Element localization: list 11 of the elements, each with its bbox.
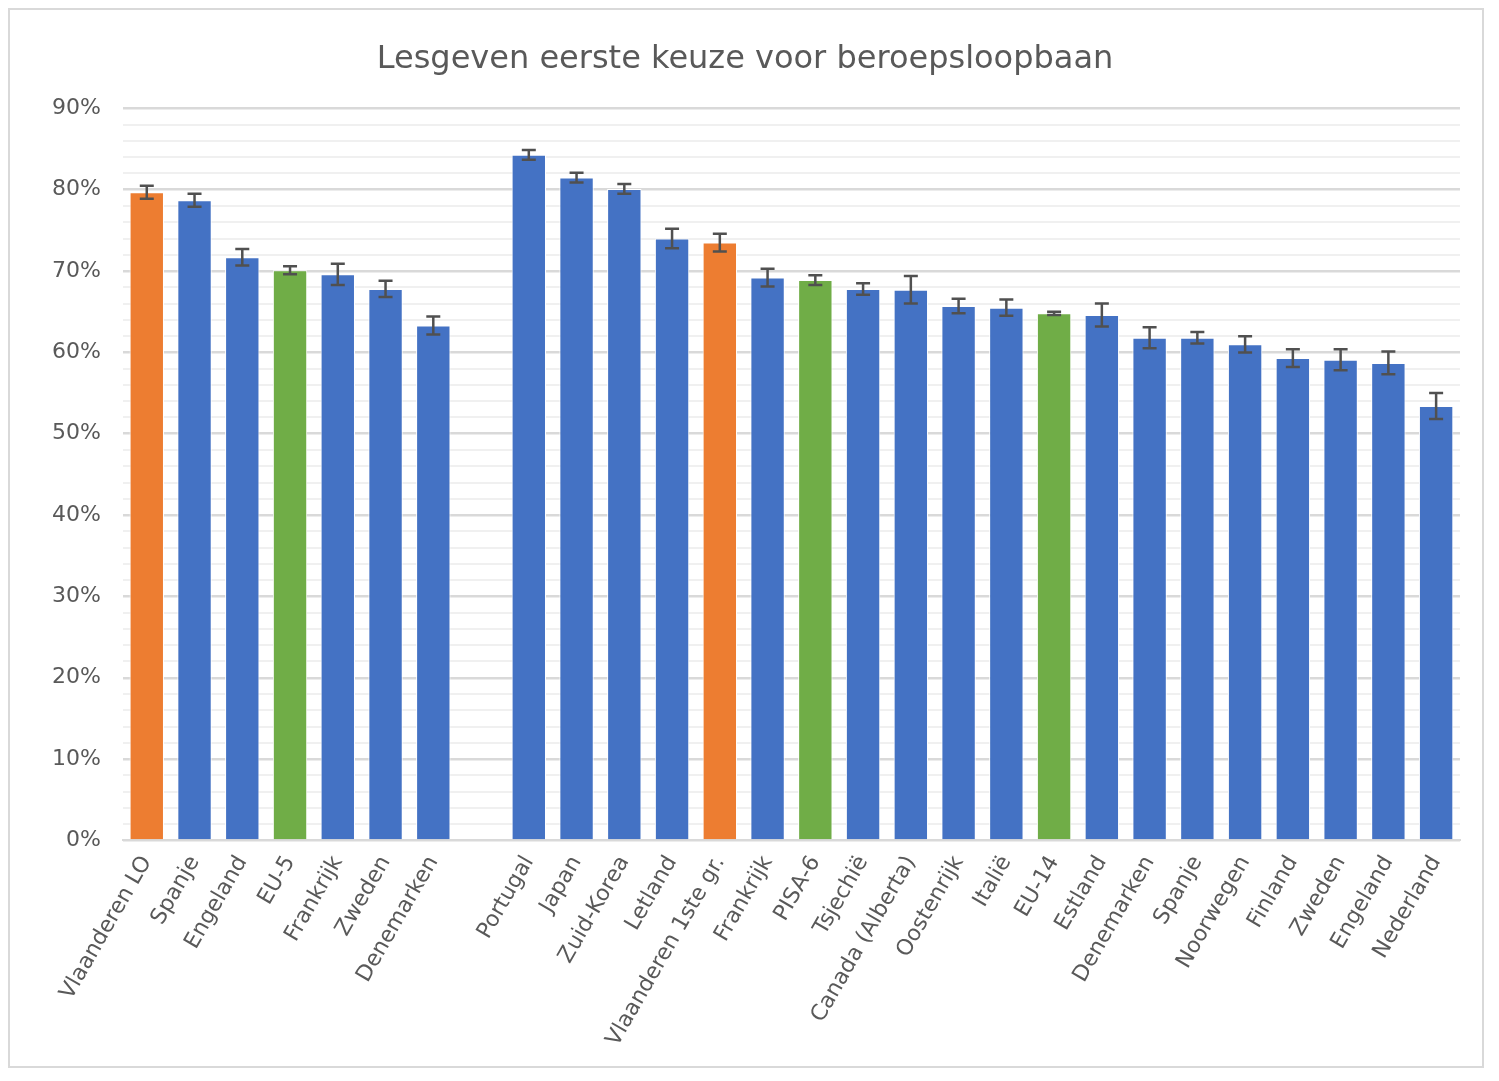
y-tick-label: 90% [51,94,101,120]
chart-title: Lesgeven eerste keuze voor beroepsloopbaan [376,37,1114,76]
y-tick-label: 70% [51,256,101,282]
y-tick-label: 80% [51,175,101,201]
y-tick-label: 50% [51,419,101,445]
y-tick-label: 10% [51,744,101,770]
y-tick-label: 60% [51,338,101,364]
y-tick-label: 40% [51,500,101,526]
y-tick-label: 20% [51,663,101,689]
y-tick-label: 0% [65,826,101,852]
y-tick-label: 30% [51,582,101,608]
